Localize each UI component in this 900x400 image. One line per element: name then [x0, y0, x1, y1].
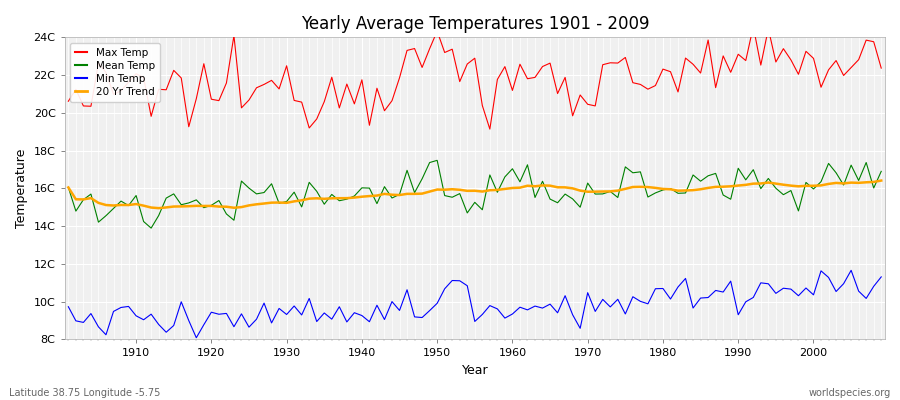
Legend: Max Temp, Mean Temp, Min Temp, 20 Yr Trend: Max Temp, Mean Temp, Min Temp, 20 Yr Tre… — [70, 42, 160, 102]
Title: Yearly Average Temperatures 1901 - 2009: Yearly Average Temperatures 1901 - 2009 — [301, 15, 649, 33]
Text: Latitude 38.75 Longitude -5.75: Latitude 38.75 Longitude -5.75 — [9, 388, 160, 398]
Text: worldspecies.org: worldspecies.org — [809, 388, 891, 398]
X-axis label: Year: Year — [462, 364, 488, 377]
Y-axis label: Temperature: Temperature — [15, 149, 28, 228]
